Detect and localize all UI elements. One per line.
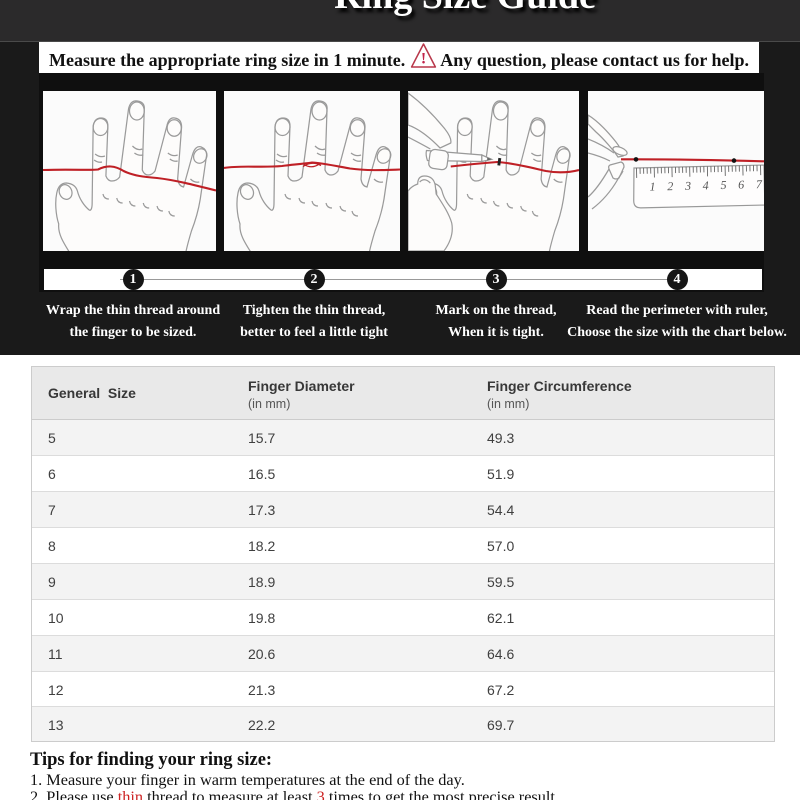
svg-text:3: 3 — [684, 179, 691, 193]
svg-text:!: ! — [421, 50, 426, 67]
svg-text:5: 5 — [720, 178, 726, 192]
svg-text:2: 2 — [667, 179, 673, 193]
svg-text:4: 4 — [703, 178, 709, 192]
svg-text:1: 1 — [649, 180, 655, 194]
svg-text:6: 6 — [738, 178, 744, 192]
svg-text:7: 7 — [756, 177, 763, 191]
